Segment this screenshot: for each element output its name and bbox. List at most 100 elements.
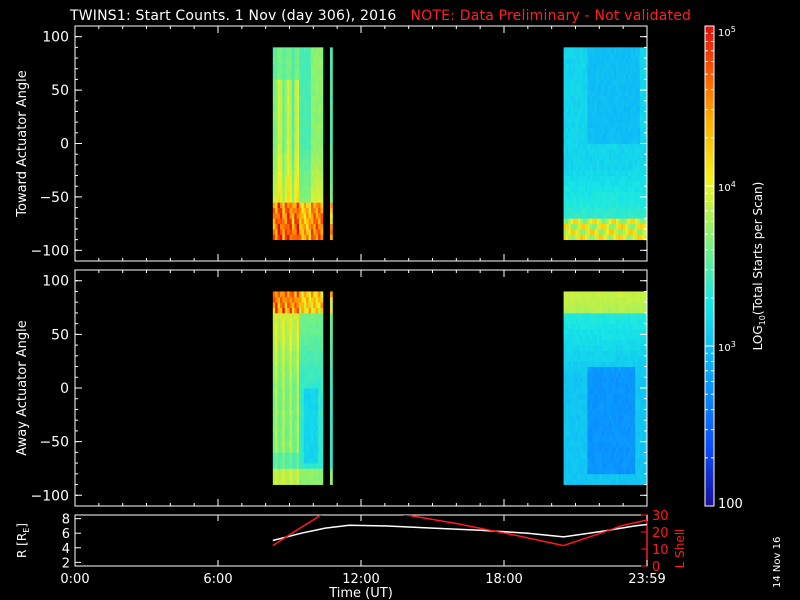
heatmap-cell — [587, 307, 591, 314]
heatmap-cell — [630, 68, 634, 75]
heatmap-cell — [623, 302, 626, 308]
heatmap-cell — [630, 329, 634, 335]
heatmap-cell — [637, 350, 641, 357]
heatmap-cell — [632, 164, 636, 171]
heatmap-cell — [642, 430, 646, 437]
heatmap-cell — [308, 186, 312, 192]
heatmap-cell — [565, 207, 569, 214]
heatmap-cell — [599, 63, 603, 70]
heatmap-cell — [613, 191, 617, 198]
heatmap-cell — [644, 463, 648, 469]
heatmap-cell — [601, 447, 605, 453]
heatmap-cell — [289, 479, 293, 485]
heatmap-cell — [570, 355, 574, 362]
heatmap-cell — [616, 138, 619, 144]
heatmap-cell — [642, 138, 646, 144]
heatmap-cell — [306, 207, 309, 214]
heatmap-cell — [294, 138, 298, 144]
heatmap-cell — [296, 100, 300, 107]
heatmap-cell — [563, 218, 567, 225]
heatmap-cell — [616, 218, 619, 225]
heatmap-cell — [565, 138, 569, 144]
heatmap-cell — [608, 106, 612, 112]
heatmap-cell — [306, 296, 309, 303]
heatmap-cell — [299, 473, 302, 480]
heatmap-cell — [606, 143, 610, 150]
heatmap-cell — [568, 436, 572, 443]
heatmap-cell — [627, 291, 631, 298]
heatmap-cell — [575, 414, 579, 421]
heatmap-cell — [296, 68, 300, 75]
heatmap-cell — [299, 307, 302, 314]
heatmap-cell — [639, 116, 643, 123]
heatmap-cell — [637, 58, 641, 64]
heatmap-cell — [606, 452, 610, 459]
heatmap-cell — [625, 441, 629, 448]
heatmap-cell — [299, 228, 302, 235]
heatmap-cell — [315, 191, 319, 198]
heatmap-cell — [289, 228, 293, 235]
heatmap-cell — [580, 312, 584, 319]
heatmap-cell — [308, 339, 312, 346]
heatmap-cell — [301, 132, 305, 139]
heatmap-cell — [630, 52, 634, 59]
heatmap-cell — [625, 58, 629, 64]
heatmap-cell — [573, 132, 576, 139]
heatmap-cell — [570, 345, 574, 351]
heatmap-cell — [575, 207, 579, 214]
heatmap-cell — [596, 68, 600, 75]
heatmap-cell — [320, 323, 324, 330]
heatmap-cell — [642, 175, 646, 182]
heatmap-cell — [318, 52, 321, 59]
heatmap-cell — [313, 90, 317, 96]
heatmap-cell — [291, 468, 295, 475]
heatmap-cell — [294, 186, 298, 192]
heatmap-cell — [592, 63, 595, 70]
heatmap-cell — [565, 430, 569, 437]
heatmap-cell — [616, 441, 619, 448]
heatmap-cell — [611, 122, 615, 128]
heatmap-cell — [616, 329, 619, 335]
heatmap-cell — [303, 74, 307, 80]
heatmap-cell — [611, 393, 615, 400]
heatmap-cell — [599, 186, 603, 192]
heatmap-cell — [594, 170, 598, 176]
heatmap-cell — [630, 223, 634, 230]
heatmap-cell — [296, 148, 300, 155]
heatmap-cell — [279, 106, 283, 112]
heatmap-cell — [563, 154, 567, 160]
heatmap-cell — [632, 170, 636, 176]
heatmap-cell — [299, 291, 302, 298]
heatmap-cell — [642, 393, 646, 400]
heatmap-cell — [296, 191, 300, 198]
heatmap-cell — [299, 414, 302, 421]
heatmap-cell — [594, 175, 598, 182]
heatmap-cell — [303, 307, 307, 314]
heatmap-cell — [568, 441, 572, 448]
heatmap-cell — [289, 127, 293, 134]
heatmap-cell — [637, 84, 641, 91]
heatmap-cell — [563, 79, 567, 86]
heatmap-cell — [301, 371, 305, 378]
heatmap-cell — [315, 468, 319, 475]
heatmap-cell — [635, 143, 638, 150]
heatmap-cell — [613, 425, 617, 432]
heatmap-cell — [277, 180, 281, 187]
heatmap-cell — [644, 202, 648, 208]
heatmap-cell — [577, 196, 581, 203]
heatmap-cell — [575, 58, 579, 64]
heatmap-cell — [301, 143, 305, 150]
heatmap-cell — [282, 228, 286, 235]
heatmap-cell — [582, 291, 586, 298]
heatmap-cell — [620, 393, 624, 400]
heatmap-cell — [630, 479, 634, 485]
heatmap-cell — [284, 436, 288, 443]
heatmap-cell — [573, 234, 576, 241]
heatmap-cell — [620, 90, 624, 96]
heatmap-cell — [282, 212, 286, 219]
heatmap-cell — [301, 58, 305, 64]
heatmap-cell — [306, 100, 309, 107]
heatmap-cell — [594, 164, 598, 171]
heatmap-cell — [318, 398, 321, 405]
heatmap-cell — [601, 334, 605, 341]
